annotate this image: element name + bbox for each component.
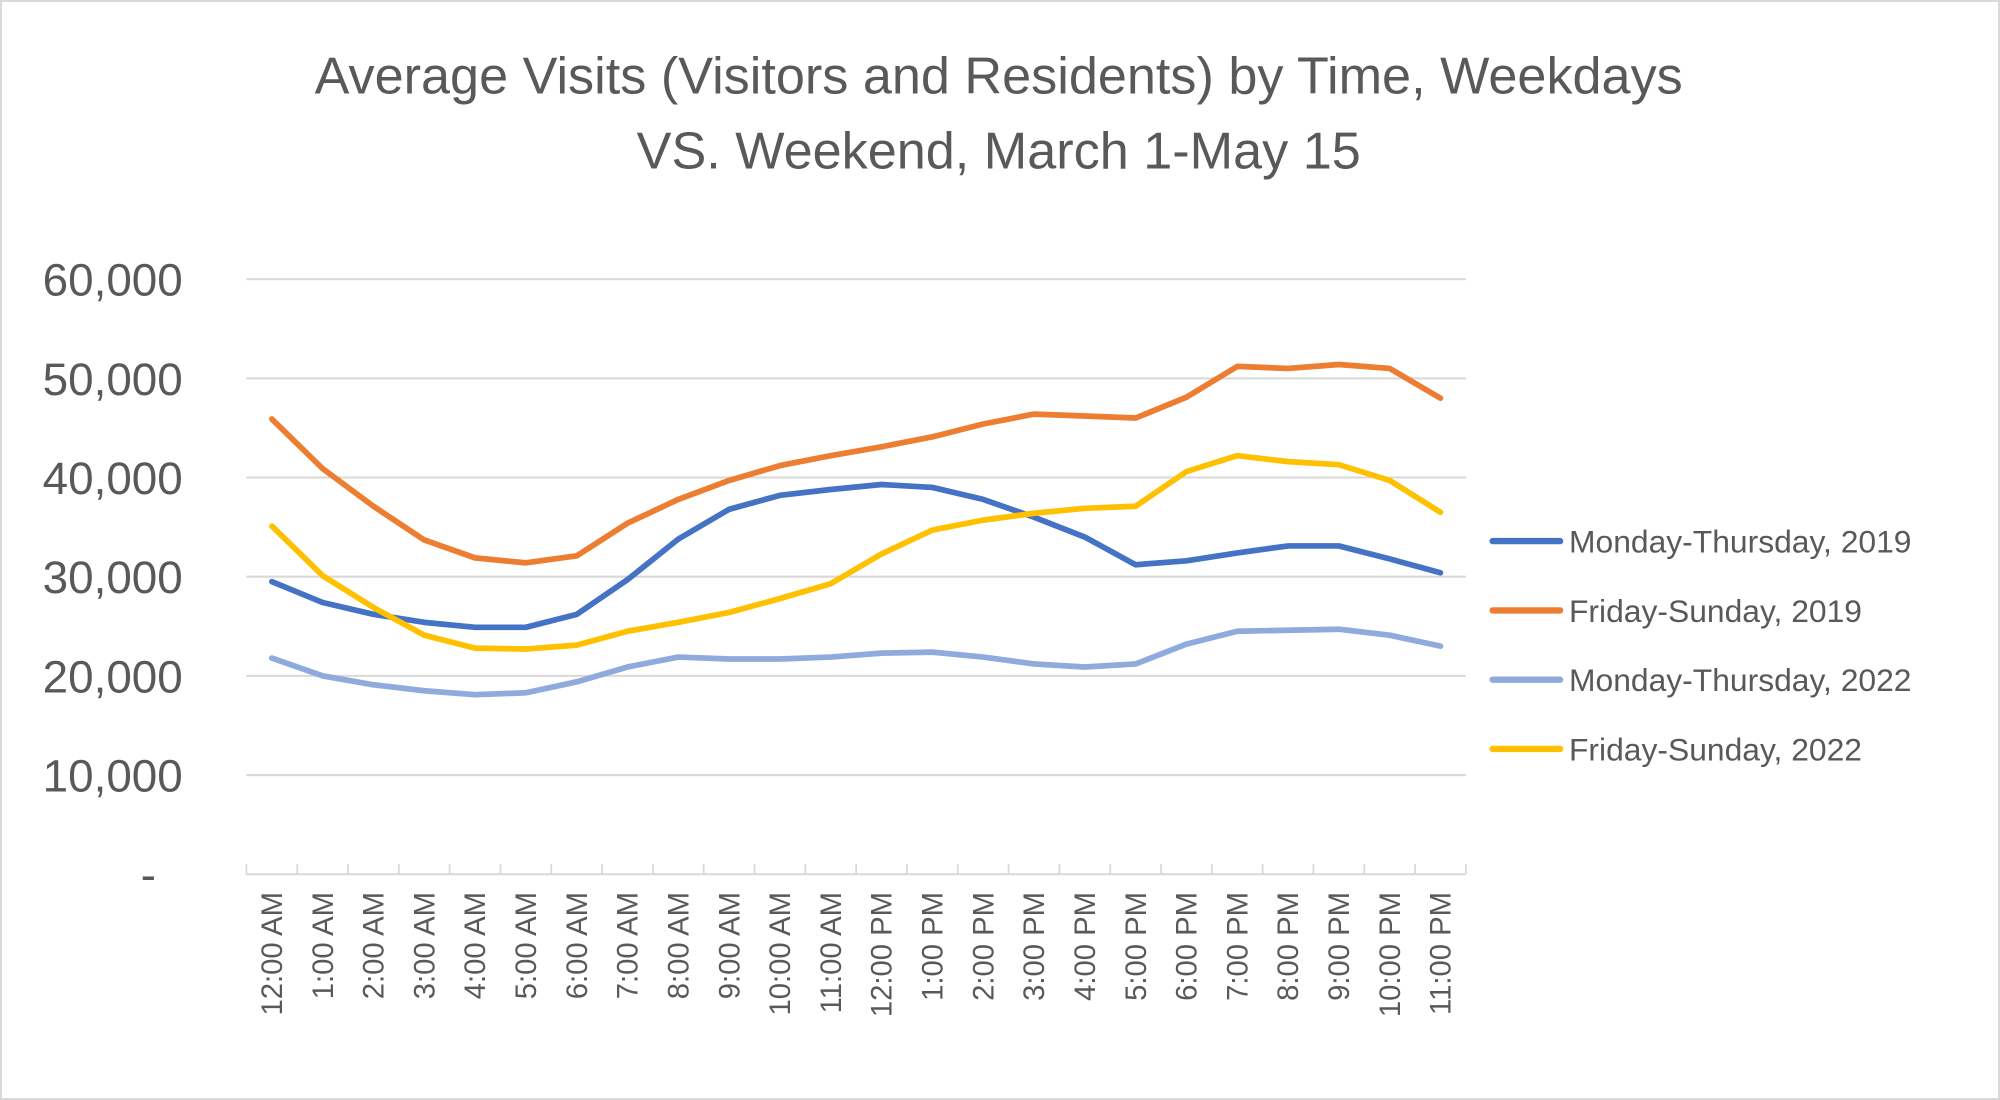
x-tick-label: 1:00 AM xyxy=(308,892,340,999)
x-tick-label: 8:00 PM xyxy=(1273,892,1305,1001)
y-tick-label: 60,000 xyxy=(43,255,183,306)
x-tick-label: 1:00 PM xyxy=(918,892,950,1001)
x-tick-label: 4:00 AM xyxy=(460,892,492,999)
x-tick-label: 3:00 AM xyxy=(409,892,441,999)
chart-title-line-1: Average Visits (Visitors and Residents) … xyxy=(315,48,1683,106)
x-tick-label: 10:00 AM xyxy=(765,892,797,1016)
y-tick-label: 40,000 xyxy=(43,453,183,504)
legend-label: Friday-Sunday, 2019 xyxy=(1569,593,1862,629)
x-tick-label: 7:00 PM xyxy=(1222,892,1254,1001)
y-tick-label: 50,000 xyxy=(43,354,183,405)
x-tick-label: 7:00 AM xyxy=(613,892,645,999)
series-line-1 xyxy=(269,481,1444,631)
x-tick-label: 12:00 AM xyxy=(257,892,289,1016)
x-tick-label: 10:00 PM xyxy=(1375,892,1407,1017)
legend-label: Monday-Thursday, 2019 xyxy=(1569,524,1912,560)
y-tick-label: 10,000 xyxy=(43,751,183,802)
x-tick-label: 11:00 AM xyxy=(816,892,848,1013)
x-tick-label: 9:00 PM xyxy=(1324,892,1356,1001)
x-tick-label: 9:00 AM xyxy=(714,892,746,999)
series-line-3 xyxy=(269,626,1444,698)
x-tick-label: 2:00 PM xyxy=(968,892,1000,1001)
x-tick-label: 11:00 PM xyxy=(1426,892,1458,1015)
x-tick-label: 2:00 AM xyxy=(359,892,391,999)
x-tick-label: 12:00 PM xyxy=(867,892,899,1017)
y-tick-label: 30,000 xyxy=(43,552,183,603)
x-tick-label: 8:00 AM xyxy=(663,892,695,999)
y-tick-label: 20,000 xyxy=(43,651,183,702)
x-tick-label: 6:00 PM xyxy=(1172,892,1204,1001)
y-tick-label: - xyxy=(141,850,156,901)
x-tick-label: 6:00 AM xyxy=(562,892,594,999)
x-tick-label: 5:00 AM xyxy=(511,892,543,999)
x-tick-label: 3:00 PM xyxy=(1019,892,1051,1001)
series-line-4 xyxy=(269,452,1444,652)
series-line-2 xyxy=(269,361,1444,566)
chart-title-line-2: VS. Weekend, March 1-May 15 xyxy=(637,123,1361,181)
legend-label: Friday-Sunday, 2022 xyxy=(1569,731,1862,767)
x-tick-label: 5:00 PM xyxy=(1121,892,1153,1001)
legend-label: Monday-Thursday, 2022 xyxy=(1569,662,1912,698)
x-tick-label: 4:00 PM xyxy=(1070,892,1102,1001)
